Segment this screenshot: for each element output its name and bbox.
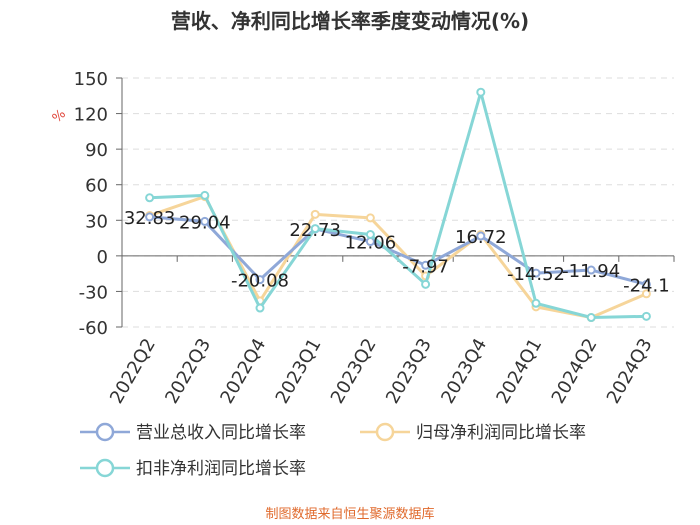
data-label: 12.06 [345, 233, 397, 254]
data-point [255, 303, 265, 313]
x-tick-label: 2023Q2 [327, 335, 381, 407]
data-label: -7.97 [402, 256, 449, 277]
y-axis-ticks: 150 120 90 60 30 0 -30 -60 [74, 69, 123, 339]
legend-marker [95, 422, 115, 442]
data-point [145, 212, 155, 222]
x-tick-label: 2023Q1 [272, 335, 326, 407]
legend-marker [375, 422, 395, 442]
legend-item[interactable]: 扣非净利润同比增长率 [80, 458, 306, 479]
data-label: 29.04 [179, 212, 231, 233]
x-tick-label: 2023Q4 [437, 335, 491, 407]
data-label: 32.83 [124, 208, 176, 229]
legend-label: 营业总收入同比增长率 [136, 423, 306, 443]
legend-marker [95, 458, 115, 478]
x-tick-label: 2022Q2 [106, 335, 160, 407]
source-note: 制图数据来自恒生聚源数据库 [265, 506, 434, 522]
x-tick-label: 2023Q3 [382, 335, 436, 407]
data-point [365, 213, 375, 223]
data-label: -11.94 [562, 261, 620, 282]
legend-item[interactable]: 营业总收入同比增长率 [80, 422, 306, 443]
y-tick-label: 60 [85, 176, 108, 197]
data-point [531, 298, 541, 308]
y-tick-label: 30 [85, 211, 108, 232]
legend-label: 归母净利润同比增长率 [416, 423, 586, 443]
data-point [476, 231, 486, 241]
data-point [476, 87, 486, 97]
x-tick-label: 2022Q3 [161, 335, 215, 407]
data-point [200, 190, 210, 200]
legend-item[interactable]: 归母净利润同比增长率 [360, 422, 586, 443]
y-tick-label: 120 [74, 105, 108, 126]
data-point [421, 279, 431, 289]
x-tick-label: 2022Q4 [216, 335, 270, 407]
data-point [365, 230, 375, 240]
data-label: -24.1 [623, 275, 670, 296]
data-point [641, 279, 651, 289]
data-label: -20.08 [231, 271, 289, 292]
data-point [310, 209, 320, 219]
x-tick-label: 2024Q3 [603, 335, 657, 407]
data-label: -14.52 [507, 264, 565, 285]
data-label: 16.72 [455, 227, 507, 248]
data-point [310, 224, 320, 234]
chart-title: 营收、净利同比增长率季度变动情况(%) [171, 9, 529, 33]
data-point [200, 216, 210, 226]
series-lines [145, 87, 651, 323]
x-tick-label: 2024Q1 [492, 335, 546, 407]
data-point [641, 311, 651, 321]
data-label: 22.73 [289, 220, 341, 241]
y-tick-label: 0 [97, 247, 108, 268]
y-tick-label: 150 [74, 69, 108, 90]
y-tick-label: -60 [79, 318, 108, 339]
data-point [421, 260, 431, 270]
legend-label: 扣非净利润同比增长率 [136, 459, 306, 479]
grid-lines [122, 77, 674, 328]
data-point [145, 193, 155, 203]
series-line [149, 90, 647, 320]
x-tick-label: 2024Q2 [548, 335, 602, 407]
data-point [586, 313, 596, 323]
data-point [586, 265, 596, 275]
y-axis-unit: % [50, 107, 69, 126]
y-tick-label: -30 [79, 282, 108, 303]
data-point [255, 275, 265, 285]
data-point [641, 289, 651, 299]
data-point [531, 268, 541, 278]
y-tick-label: 90 [85, 140, 108, 161]
